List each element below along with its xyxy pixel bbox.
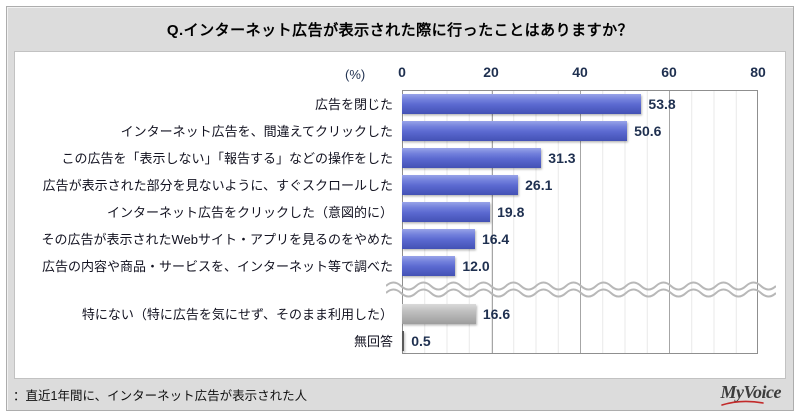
bar-area: 19.8: [402, 198, 758, 225]
major-gridline: [668, 91, 670, 353]
bar: [402, 147, 542, 168]
x-tick: 40: [572, 64, 588, 80]
value-label: 19.8: [497, 203, 525, 220]
category-label: その広告が表示されたWebサイト・アプリを見るのをやめた: [41, 232, 394, 247]
value-label: 31.3: [548, 149, 576, 166]
unit-label: (%): [345, 67, 366, 82]
bar-area: 53.8: [402, 90, 758, 117]
chart-row: 特にない（特に広告を気にせず、そのまま利用した） 16.6: [15, 300, 758, 327]
chart-rows: 広告を閉じた 53.8 インターネット広告を、間違えてクリックした 50.6 この広告を…: [15, 90, 776, 354]
major-gridline: [580, 91, 581, 353]
chart-panel: (%) 0 20 40 60 80 広告を閉じた 53.8 インターネット広告を、間違えてク…: [14, 51, 786, 379]
axis-break: [15, 279, 776, 300]
chart-row: 広告が表示された部分を見ないように、すぐスクロールした 26.1: [15, 171, 758, 198]
category-label: 広告が表示された部分を見ないように、すぐスクロールした: [42, 178, 393, 193]
chart-row: インターネット広告をクリックした（意図的に） 19.8: [15, 198, 758, 225]
chart-row: その広告が表示されたWebサイト・アプリを見るのをやめた 16.4: [15, 225, 758, 252]
category-label: インターネット広告をクリックした（意図的に）: [106, 205, 393, 220]
category-label: 広告を閉じた: [314, 97, 393, 112]
bar: [402, 174, 519, 195]
bar: [402, 303, 476, 324]
value-label: 53.8: [648, 95, 676, 112]
value-label: 26.1: [525, 176, 553, 193]
x-tick: 20: [483, 64, 499, 80]
value-label: 12.0: [462, 257, 490, 274]
bar: [402, 93, 642, 114]
category-label: 広告の内容や商品・サービスを、インターネット等で調べた: [41, 259, 393, 274]
x-tick: 0: [398, 64, 406, 80]
base-note: ：直近1年間に、インターネット広告が表示された人: [13, 389, 308, 403]
footer: ：直近1年間に、インターネット広告が表示された人 MyVoice: [7, 379, 793, 410]
bar-area: 12.0: [402, 252, 758, 279]
chart-row: 広告の内容や商品・サービスを、インターネット等で調べた 12.0: [15, 252, 758, 279]
bar: [402, 120, 628, 141]
bar: [402, 228, 475, 249]
category-label: この広告を「表示しない」「報告する」などの操作をした: [61, 151, 393, 166]
bar: [402, 255, 456, 276]
logo-underline-icon: [720, 400, 764, 406]
bar-area: 16.4: [402, 225, 758, 252]
category-label: 無回答: [353, 334, 393, 349]
chart-row: インターネット広告を、間違えてクリックした 50.6: [15, 117, 758, 144]
bar-area: 0.5: [402, 327, 758, 354]
chart-row: 広告を閉じた 53.8: [15, 90, 758, 117]
major-gridline: [491, 91, 493, 353]
value-label: 16.6: [482, 305, 511, 322]
chart-card: Q.インターネット広告が表示された際に行ったことはありますか？ (%) 0 20 4…: [6, 6, 794, 411]
bar-area: 26.1: [402, 171, 758, 198]
chart-row: この広告を「表示しない」「報告する」などの操作をした 31.3: [15, 144, 758, 171]
myvoice-logo: MyVoice: [719, 382, 783, 407]
axis-break-wave-icon: [386, 281, 776, 298]
bar: [402, 201, 491, 222]
category-label: 特にない（特に広告を気にせず、そのまま利用した）: [81, 307, 393, 322]
bar-area: 16.6: [402, 300, 758, 327]
value-label: 50.6: [634, 122, 662, 139]
x-axis: 0 20 40 60 80: [398, 64, 766, 82]
page-title: Q.インターネット広告が表示された際に行ったことはありますか？: [166, 21, 634, 39]
value-label: 16.4: [481, 230, 510, 247]
bar-area: 31.3: [402, 144, 758, 171]
category-label: インターネット広告を、間違えてクリックした: [120, 124, 393, 139]
x-tick: 80: [750, 64, 766, 80]
chart-row: 無回答 0.5: [15, 327, 758, 354]
bar: [402, 330, 405, 351]
x-tick: 60: [661, 64, 677, 80]
bar-area: 50.6: [402, 117, 758, 144]
logo-text: MyVoice: [720, 382, 782, 402]
value-label: 0.5: [411, 332, 431, 349]
